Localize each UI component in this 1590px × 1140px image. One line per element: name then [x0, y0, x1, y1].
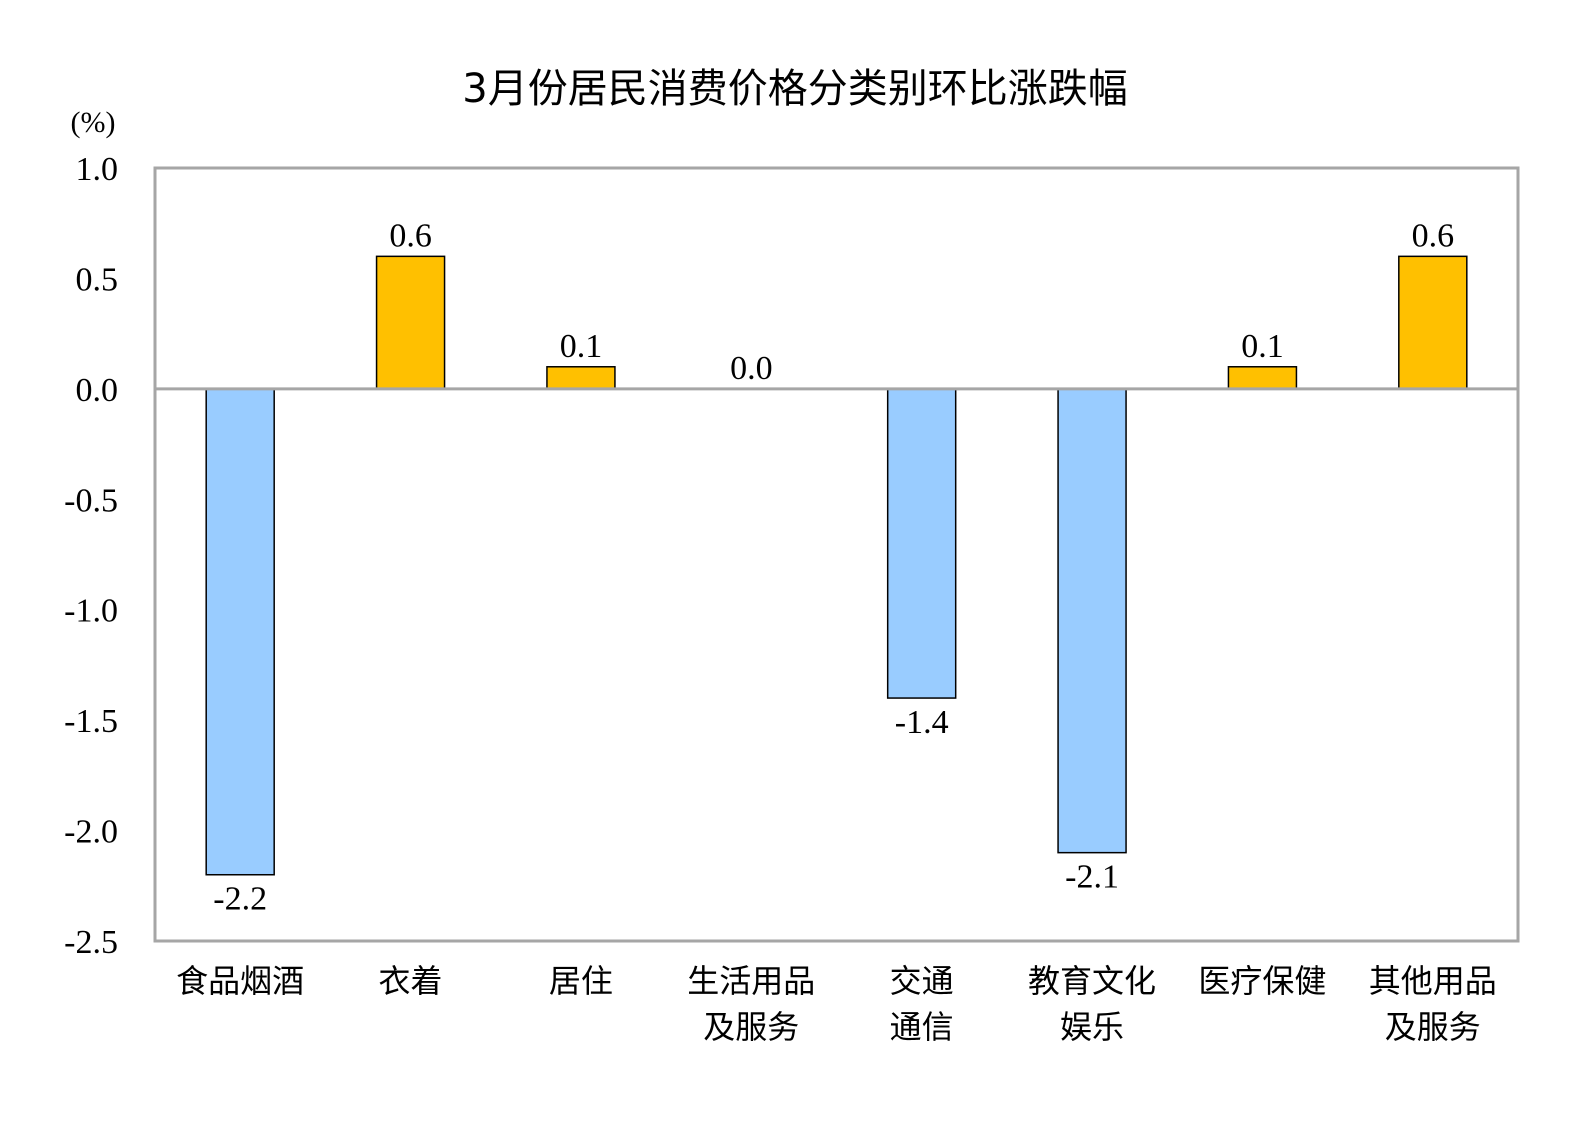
bar — [375, 255, 446, 390]
x-tick-label: 医疗保健 — [1198, 962, 1326, 1000]
bar — [1398, 255, 1468, 390]
x-tick-label: 交通 — [890, 962, 954, 1000]
y-tick-label: 0.5 — [76, 261, 119, 298]
chart-title: 3月份居民消费价格分类别环比涨跌幅 — [462, 66, 1127, 112]
data-label: 0.6 — [1412, 217, 1455, 254]
y-tick-label: 0.0 — [76, 372, 119, 409]
x-tick-label: 通信 — [890, 1008, 954, 1046]
plot-area: 1.0 0.5 0.0 -0.5 -1.0 -1.5 -2.0 -2.5 -2.2 食品烟酒 0.6… — [64, 151, 1518, 1046]
y-tick-label: -2.5 — [64, 924, 118, 961]
bar — [205, 388, 275, 876]
bar — [1227, 366, 1298, 390]
x-tick-label: 食品烟酒 — [176, 962, 304, 1000]
x-tick-label: 教育文化 — [1028, 962, 1156, 1000]
data-label: 0.1 — [1241, 328, 1284, 365]
data-label: -2.1 — [1065, 859, 1119, 896]
x-tick-label: 及服务 — [703, 1008, 799, 1046]
data-label: -1.4 — [895, 704, 949, 741]
plot-frame — [153, 166, 1520, 943]
y-axis-unit-label: (%) — [71, 106, 116, 139]
x-tick-label: 衣着 — [379, 962, 443, 1000]
data-label: 0.0 — [730, 350, 773, 387]
data-label: 0.1 — [560, 328, 603, 365]
x-tick-label: 居住 — [549, 962, 613, 1000]
bar — [1057, 388, 1127, 854]
x-tick-label: 娱乐 — [1060, 1008, 1124, 1046]
bar — [886, 388, 957, 699]
data-label: 0.6 — [389, 217, 432, 254]
y-tick-label: -2.0 — [64, 814, 118, 851]
data-label: -2.2 — [213, 881, 267, 918]
bar — [546, 366, 616, 390]
y-tick-label: -1.0 — [64, 593, 118, 630]
y-tick-label: -1.5 — [64, 703, 118, 740]
x-tick-label: 及服务 — [1385, 1008, 1481, 1046]
x-tick-label: 其他用品 — [1369, 962, 1497, 1000]
y-tick-label: 1.0 — [76, 151, 119, 188]
y-tick-label: -0.5 — [64, 482, 118, 519]
x-tick-label: 生活用品 — [687, 962, 815, 1000]
